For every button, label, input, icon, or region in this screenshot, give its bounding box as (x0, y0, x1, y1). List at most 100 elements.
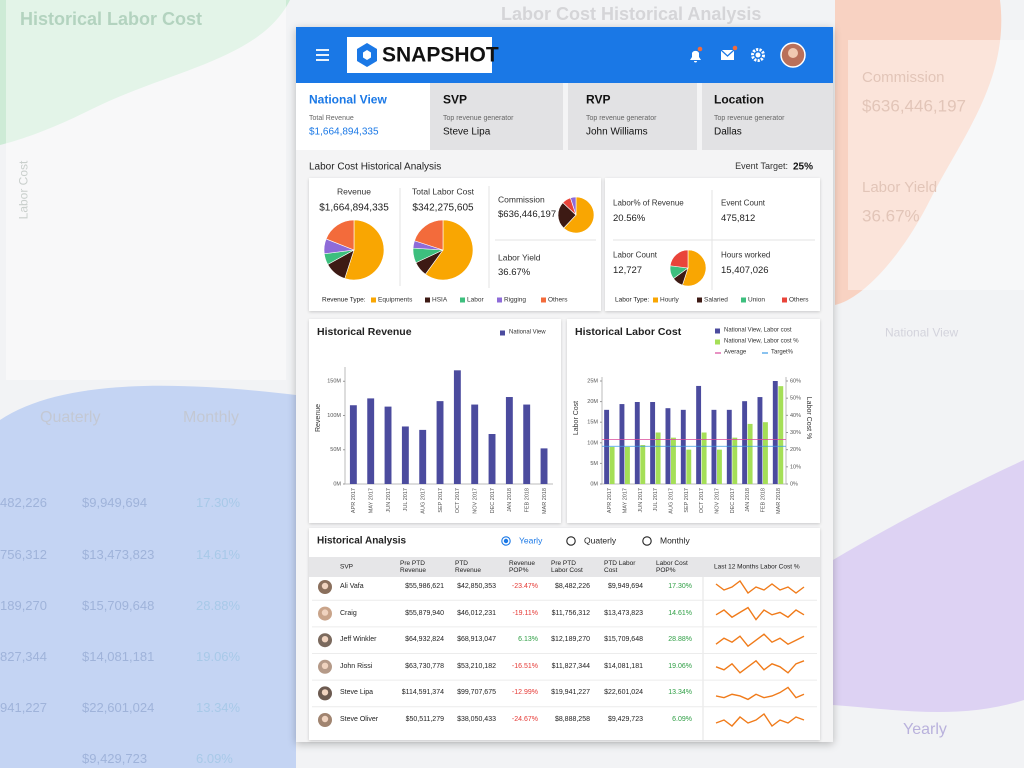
orange-blob (690, 0, 1002, 305)
row-cell: $14,081,181 (604, 662, 643, 670)
radio-label[interactable]: Monthly (660, 535, 690, 546)
tab-value: Steve Lipa (443, 126, 491, 138)
target-label: Event Target: (735, 161, 788, 172)
tab-label: Top revenue generator (443, 115, 514, 123)
bg-card (848, 40, 1024, 290)
background-text: 941,227 (0, 699, 47, 715)
row-cell: -23.47% (511, 583, 538, 591)
row-cell: $46,012,231 (457, 609, 496, 617)
metric-value: 15,407,026 (721, 264, 769, 276)
target-value: 25% (793, 161, 814, 173)
tab[interactable] (568, 83, 697, 150)
row-cell: $19,941,227 (551, 689, 590, 697)
legend-label: Hourly (660, 296, 679, 304)
tab-value: Dallas (714, 126, 742, 138)
column-header: Pre PTD Labor Cost (551, 559, 583, 574)
background-text: Commission (862, 68, 945, 86)
background-text: 14.61% (196, 546, 241, 562)
tab-value: $1,664,894,335 (309, 126, 379, 138)
row-cell: -19.11% (512, 609, 538, 617)
row-cell: 19.06% (668, 662, 692, 670)
blue-blob (0, 385, 296, 768)
legend-label: Salaried (704, 296, 728, 304)
tab-label: Top revenue generator (714, 115, 785, 123)
column-header: Last 12 Months Labor Cost % (714, 563, 800, 571)
row-cell: $53,210,182 (457, 662, 496, 670)
row-cell: $38,050,433 (457, 716, 496, 724)
row-name: Jeff Winkler (340, 636, 377, 644)
row-cell: $8,888,258 (554, 716, 590, 724)
background-text: Labor Yield (862, 178, 938, 196)
tab[interactable] (702, 83, 833, 150)
row-cell: $15,709,648 (604, 636, 643, 644)
background-text: 6.09% (196, 750, 233, 766)
tab-value: John Williams (586, 126, 648, 138)
row-cell: $99,707,675 (457, 689, 496, 697)
metric-label: Labor% of Revenue (613, 198, 684, 208)
row-name: Steve Lipa (340, 689, 374, 697)
tab-title[interactable]: SVP (443, 92, 468, 107)
background-text: 827,344 (0, 648, 47, 664)
legend-title: Labor Type: (615, 296, 650, 304)
radio-label[interactable]: Yearly (519, 535, 543, 546)
background-text: $15,709,648 (82, 597, 155, 613)
background-text: $14,081,181 (82, 648, 155, 664)
legend-label: Average (724, 349, 747, 356)
green-blob (0, 0, 290, 145)
background-text: 13.34% (196, 699, 241, 715)
row-cell: $12,189,270 (551, 636, 590, 644)
row-cell: $114,591,374 (401, 689, 444, 697)
background-text: 482,226 (0, 494, 47, 510)
metric-label: Hours worked (721, 250, 771, 260)
tab[interactable] (430, 83, 563, 150)
background-text: Yearly (903, 721, 947, 739)
tab-title[interactable]: RVP (586, 92, 611, 107)
labor-card (605, 178, 820, 311)
row-cell: $11,756,312 (551, 609, 590, 617)
axis-label: Revenue (315, 403, 323, 433)
background-text: Historical Labor Cost (20, 9, 203, 30)
purple-blob (833, 460, 1024, 712)
metric-value: 12,727 (613, 264, 643, 276)
row-cell: $22,601,024 (604, 689, 643, 697)
revenue-chart-card (309, 319, 561, 523)
legend-label: Equipments (378, 296, 413, 304)
metric-label: Event Count (721, 198, 766, 208)
radio-label[interactable]: Quaterly (584, 535, 617, 546)
column-header: PTD Revenue (455, 559, 482, 574)
row-cell: 6.09% (672, 716, 692, 724)
background-text: $22,601,024 (82, 699, 155, 715)
metric-value: $342,275,605 (412, 202, 474, 214)
background-text: Quaterly (40, 409, 101, 427)
background-text: $13,473,823 (82, 546, 155, 562)
background-text: Monthly (183, 409, 240, 427)
legend-label: National View, Labor cost (724, 327, 792, 334)
row-cell: 14.61% (668, 609, 692, 617)
row-cell: 13.34% (668, 689, 692, 697)
legend-label: Rigging (504, 296, 527, 304)
row-cell: $11,827,344 (551, 662, 590, 670)
legend-label: Others (789, 296, 809, 304)
summary-card (309, 178, 601, 311)
background-text: Labor Cost Historical Analysis (501, 4, 762, 25)
row-cell: $68,913,047 (457, 636, 496, 644)
metric-label: Revenue (336, 186, 372, 197)
legend-label: Labor (467, 296, 484, 304)
tab-title[interactable]: National View (309, 92, 387, 107)
background-text: 28.88% (196, 597, 241, 613)
row-cell: $55,986,621 (405, 583, 444, 591)
metric-value: $1,664,894,335 (319, 202, 389, 214)
metric-label: Commission (498, 194, 545, 205)
section-title: Labor Cost Historical Analysis (309, 161, 442, 173)
tab[interactable] (296, 83, 430, 150)
metric-value: 36.67% (498, 266, 531, 278)
tab-title[interactable]: Location (714, 92, 764, 107)
table-title: Historical Analysis (317, 535, 407, 547)
row-name: Craig (340, 609, 357, 617)
metric-value: 475,812 (721, 212, 756, 224)
legend-label: Others (548, 296, 568, 304)
row-cell: $13,473,823 (604, 609, 643, 617)
labor-chart-card (567, 319, 820, 523)
row-name: John Rissi (340, 662, 373, 670)
row-cell: $63,730,778 (405, 662, 444, 670)
